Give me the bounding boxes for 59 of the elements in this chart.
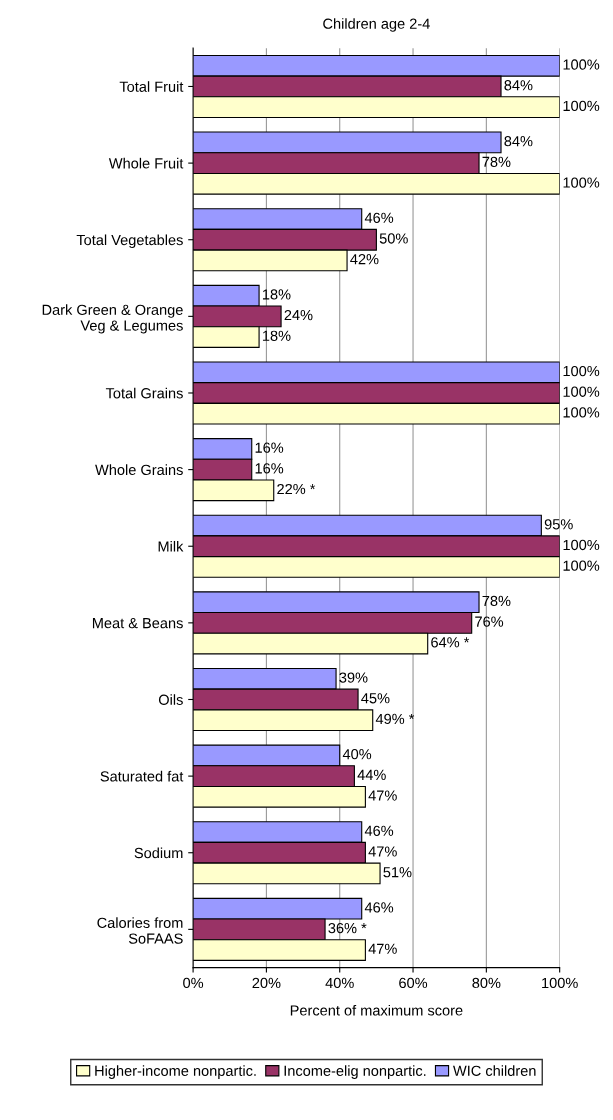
- data-label: 47%: [368, 790, 397, 801]
- y-tick-label: Total Vegetables: [76, 234, 183, 249]
- data-label: 45%: [361, 693, 390, 704]
- y-tick-label: Sodium: [134, 847, 183, 859]
- data-label: 40%: [342, 749, 372, 760]
- x-tick-label: 20%: [252, 977, 281, 989]
- x-tick-label: 0%: [183, 977, 204, 989]
- data-label: 46%: [364, 212, 394, 223]
- data-label: 44%: [357, 769, 386, 780]
- y-tick-label: Oils: [158, 694, 183, 705]
- data-label: 22% *: [277, 483, 316, 495]
- y-tick-label: Milk: [158, 540, 184, 552]
- data-label: 46%: [364, 825, 394, 836]
- x-tick-label: 60%: [399, 977, 428, 989]
- data-label: 49% *: [375, 713, 415, 725]
- data-label: 76%: [475, 616, 504, 627]
- data-label: 78%: [482, 595, 511, 607]
- data-label: 78%: [482, 156, 511, 168]
- data-label: 47%: [368, 943, 397, 954]
- x-axis-title: Percent of maximum score: [290, 1004, 463, 1016]
- data-label: 50%: [379, 233, 408, 244]
- x-tick-label: 80%: [472, 977, 501, 989]
- x-tick-label: 100%: [542, 977, 578, 989]
- data-label: 100%: [563, 539, 600, 551]
- data-label: 18%: [262, 289, 291, 300]
- legend-label: Income-elig nonpartic.: [284, 1065, 426, 1079]
- data-label: 18%: [262, 330, 291, 341]
- y-tick-label: Whole Fruit: [108, 157, 184, 169]
- y-tick-label: Meat & Beans: [92, 618, 183, 629]
- data-label: 42%: [350, 254, 379, 265]
- data-label: 36% *: [328, 922, 367, 934]
- x-tick-label: 40%: [325, 977, 354, 989]
- data-label: 16%: [255, 463, 284, 474]
- y-tick-label: Total Grains: [105, 387, 183, 399]
- data-label: 100%: [563, 100, 600, 112]
- data-label: 100%: [563, 365, 600, 377]
- data-label: 47%: [368, 846, 397, 857]
- data-label: 51%: [383, 867, 412, 878]
- data-label: 100%: [563, 177, 600, 188]
- data-label: 64% *: [431, 637, 470, 648]
- y-tick-label: Dark Green & Orange Veg & Legumes: [42, 304, 183, 334]
- data-label: 16%: [255, 442, 284, 453]
- data-label: 84%: [504, 80, 533, 91]
- y-tick-label: Calories from SoFAAS: [97, 917, 183, 944]
- data-label: 100%: [563, 386, 600, 397]
- data-label: 46%: [364, 902, 394, 913]
- y-tick-label: Saturated fat: [100, 770, 184, 782]
- y-tick-label: Total Fruit: [119, 81, 184, 92]
- data-label: 100%: [563, 59, 600, 70]
- data-label: 24%: [284, 309, 313, 321]
- data-label: 100%: [563, 560, 600, 571]
- data-label: 39%: [339, 672, 368, 683]
- data-label: 95%: [544, 519, 573, 530]
- chart-title: Children age 2-4: [323, 18, 430, 32]
- legend-label: Higher-income nonpartic.: [95, 1065, 256, 1079]
- y-tick-label: Whole Grains: [95, 464, 183, 476]
- data-label: 100%: [563, 407, 600, 418]
- data-label: 84%: [504, 136, 533, 147]
- legend-label: WIC children: [453, 1065, 536, 1076]
